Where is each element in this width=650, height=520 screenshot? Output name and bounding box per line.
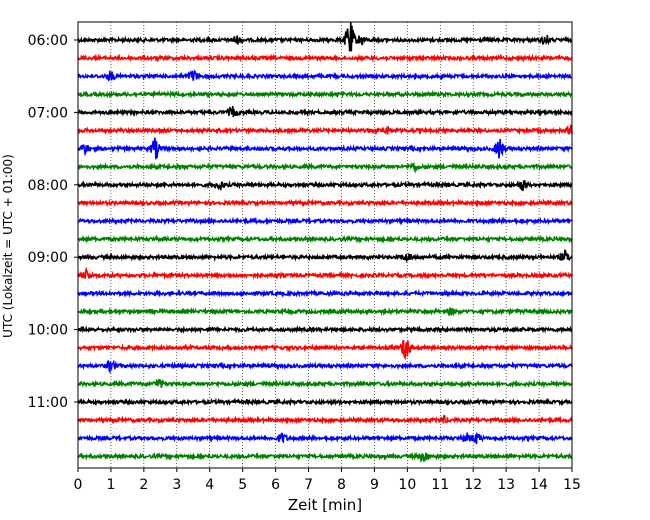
trace-line — [77, 53, 573, 63]
y-tick-label: 10:00 — [28, 323, 68, 339]
trace-line — [77, 249, 573, 264]
x-axis-ticks: 0 1 2 3 4 5 6 7 8 9 10 11 12 13 14 15 — [74, 468, 581, 493]
y-axis-ticks: 06:00 07:00 08:00 09:00 10:00 11:00 — [28, 33, 78, 411]
x-tick-label: 2 — [139, 477, 148, 493]
trace-line — [77, 234, 573, 244]
x-tick-label: 8 — [337, 477, 346, 493]
x-tick-label: 4 — [205, 477, 214, 493]
trace-line — [77, 89, 573, 99]
trace-line — [77, 179, 573, 192]
trace-line — [77, 266, 573, 280]
trace-line — [77, 451, 573, 464]
x-tick-label: 7 — [304, 477, 313, 493]
x-tick-label: 1 — [106, 477, 115, 493]
x-tick-label: 9 — [370, 477, 379, 493]
y-axis-label: UTC (Lokalzeit = UTC + 01:00) — [1, 154, 15, 338]
x-tick-label: 14 — [530, 477, 548, 493]
trace-line — [77, 432, 573, 445]
trace-line — [77, 105, 573, 118]
x-tick-label: 10 — [398, 477, 416, 493]
y-tick-label: 09:00 — [28, 250, 68, 266]
x-tick-label: 5 — [238, 477, 247, 493]
trace-line — [77, 216, 573, 226]
grid-lines — [110, 22, 540, 468]
x-tick-label: 12 — [464, 477, 482, 493]
x-tick-label: 13 — [497, 477, 515, 493]
trace-line — [77, 137, 573, 160]
trace-line — [77, 378, 573, 389]
y-tick-label: 11:00 — [28, 395, 68, 411]
trace-line — [77, 288, 573, 298]
trace-series — [77, 21, 573, 464]
y-tick-label: 06:00 — [28, 33, 68, 49]
x-axis-label: Zeit [min] — [288, 496, 362, 514]
x-tick-label: 15 — [563, 477, 581, 493]
trace-line — [77, 414, 573, 425]
y-tick-label: 08:00 — [28, 178, 68, 194]
x-tick-label: 11 — [431, 477, 449, 493]
y-tick-label: 07:00 — [28, 105, 68, 121]
trace-line — [77, 124, 573, 136]
x-tick-label: 6 — [271, 477, 280, 493]
trace-line — [77, 324, 573, 335]
trace-line — [77, 306, 573, 317]
x-tick-label: 0 — [74, 477, 83, 493]
x-tick-label: 3 — [172, 477, 181, 493]
trace-line — [77, 69, 573, 82]
trace-line — [77, 161, 573, 174]
plot-frame — [77, 21, 573, 469]
trace-line — [77, 397, 573, 407]
trace-line — [77, 21, 573, 52]
trace-line — [77, 359, 573, 374]
trace-line — [77, 339, 573, 361]
trace-line — [77, 198, 573, 208]
